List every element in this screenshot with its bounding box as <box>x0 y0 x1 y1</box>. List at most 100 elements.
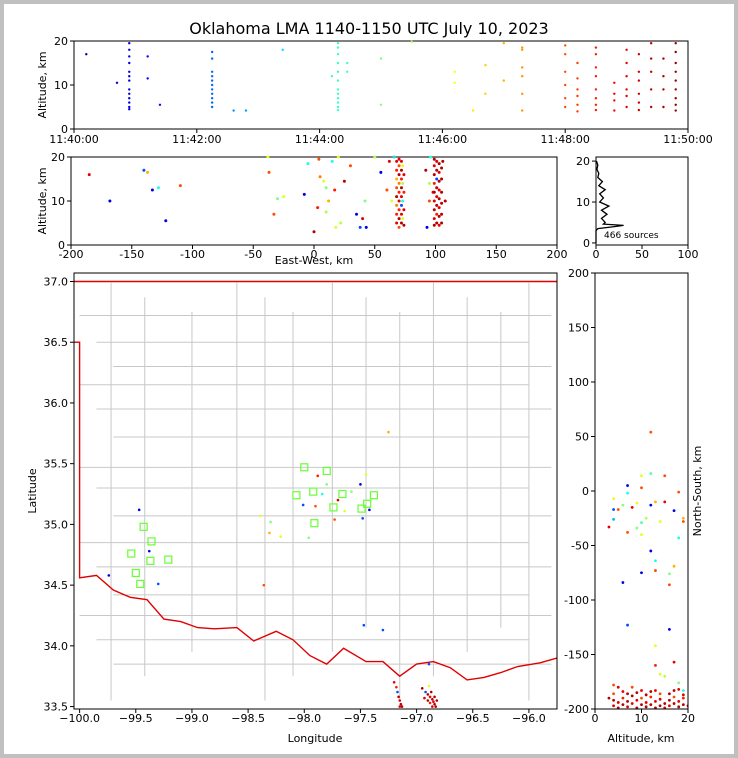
time-height-point <box>158 103 162 107</box>
ew-altitude-point <box>342 179 346 183</box>
time-height-points <box>85 40 677 113</box>
time-height-point <box>637 79 641 82</box>
time-height-point <box>674 50 677 54</box>
plan-map-point <box>427 662 431 666</box>
ew-altitude-point <box>379 170 383 174</box>
county-boundaries <box>79 282 552 701</box>
time-height-point <box>521 46 524 49</box>
plan-map-point <box>325 483 329 486</box>
altitude-ns-panel: North-South, km Altitude, km 0 10 20 -200 -1… <box>564 267 704 745</box>
plan-map-point <box>395 685 398 689</box>
plan-map-ylabel: Latitude <box>26 468 39 514</box>
ew-altitude-point <box>399 186 403 190</box>
time-height-point <box>674 42 677 45</box>
y-tick-label: 0 <box>583 237 590 250</box>
x-tick-label: 100 <box>425 248 446 261</box>
altitude-ns-point <box>612 692 615 696</box>
plan-map-point <box>316 474 320 478</box>
ew-altitude-point <box>397 190 401 194</box>
time-height-point <box>453 70 456 74</box>
altitude-ns-point <box>668 628 671 631</box>
source-count-label: 466 sources <box>604 231 659 241</box>
time-height-point <box>521 75 524 78</box>
ew-altitude-point <box>402 223 406 227</box>
ew-altitude-point <box>397 225 401 229</box>
x-tick-label: 0 <box>593 248 600 261</box>
time-height-point <box>613 99 616 102</box>
altitude-ns-point <box>668 583 671 587</box>
time-height-point <box>346 70 349 74</box>
altitude-ns-point <box>640 703 643 707</box>
altitude-ns-point <box>681 703 685 707</box>
y-tick-label: 200 <box>568 267 589 280</box>
altitude-ns-point <box>649 472 653 475</box>
time-height-point <box>471 109 475 112</box>
ew-altitude-point <box>399 195 403 199</box>
ew-altitude-point <box>336 155 340 159</box>
lma-station-marker <box>136 579 145 589</box>
altitude-ns-point <box>658 692 662 696</box>
y-tick-label: -150 <box>564 649 589 662</box>
ew-altitude-point <box>322 179 326 183</box>
plan-map-point <box>262 583 266 587</box>
time-height-point <box>330 75 334 78</box>
altitude-ns-ticks: 0 10 20 -200 -150 -100 -50 0 50 100 150 200 <box>564 267 695 725</box>
lma-station-marker <box>131 568 140 578</box>
time-height-point <box>210 57 214 60</box>
time-height-point <box>674 61 677 65</box>
altitude-ns-point <box>649 690 653 693</box>
ew-altitude-point <box>333 188 337 192</box>
ew-altitude-point <box>108 199 112 203</box>
time-height-point <box>210 83 214 87</box>
ew-altitude-point <box>397 157 401 161</box>
altitude-ns-points <box>607 430 688 709</box>
ew-altitude-point <box>437 206 441 210</box>
time-height-point <box>613 109 616 112</box>
plan-map-point <box>431 705 434 708</box>
lma-station-marker <box>300 463 309 472</box>
time-height-point <box>521 48 524 51</box>
plan-map-point <box>429 690 433 694</box>
y-tick-label: -200 <box>564 703 589 716</box>
plan-map-point <box>387 430 390 434</box>
time-height-point <box>662 57 665 60</box>
y-tick-label: 10 <box>51 195 65 208</box>
time-height-point <box>625 88 628 91</box>
time-height-point <box>521 92 524 96</box>
time-height-point <box>594 108 598 112</box>
ew-altitude-point <box>399 177 403 181</box>
plan-map-point <box>400 705 404 708</box>
altitude-ns-point <box>658 520 662 523</box>
altitude-ns-point <box>612 683 615 687</box>
x-tick-label: 100 <box>678 248 699 261</box>
ew-altitude-point <box>390 199 394 203</box>
ew-altitude-panel: Altitude, km East-West, km -200 -150 -100-… <box>36 151 568 267</box>
ew-altitude-point <box>327 199 331 203</box>
y-tick-label: 0 <box>58 239 65 252</box>
ew-altitude-point <box>399 212 403 216</box>
altitude-ns-point <box>663 500 667 504</box>
ew-altitude-point <box>440 201 444 205</box>
altitude-ns-point <box>635 698 639 702</box>
x-tick-label: −96.0 <box>512 712 546 725</box>
time-height-point <box>521 66 524 69</box>
altitude-ns-point <box>626 692 629 696</box>
x-tick-label: 50 <box>635 248 649 261</box>
ew-altitude-point <box>355 212 359 216</box>
ew-altitude-point <box>401 164 405 168</box>
x-tick-label: 50 <box>368 248 382 261</box>
plan-map-point <box>361 517 364 520</box>
time-height-point <box>232 109 235 112</box>
altitude-ns-point <box>658 672 662 676</box>
time-height-point <box>594 103 598 107</box>
plan-map-point <box>433 702 436 706</box>
plan-map-point <box>397 695 400 699</box>
time-height-point <box>128 42 131 45</box>
altitude-ns-point <box>668 698 671 702</box>
time-height-point <box>336 46 340 49</box>
ew-altitude-point <box>334 225 338 229</box>
plan-map-point <box>434 705 437 708</box>
altitude-ns-point <box>644 693 648 697</box>
ew-altitude-ylabel: Altitude, km <box>36 167 49 234</box>
ew-altitude-point <box>397 217 401 221</box>
